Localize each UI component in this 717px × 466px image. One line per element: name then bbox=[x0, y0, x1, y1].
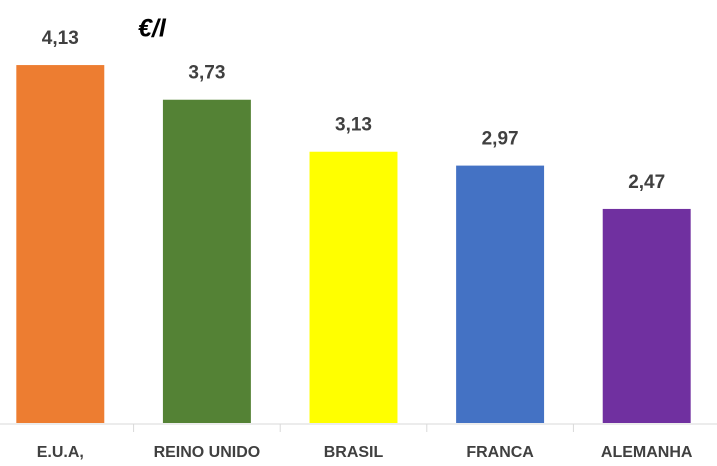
value-label: 2,97 bbox=[482, 129, 519, 150]
value-label: 2,47 bbox=[628, 172, 665, 193]
x-tick-label: E.U.A, bbox=[37, 444, 84, 461]
bar bbox=[309, 151, 398, 423]
x-tick-label: BRASIL bbox=[324, 444, 384, 461]
x-tick-label: FRANCA bbox=[466, 444, 534, 461]
bar bbox=[456, 165, 545, 423]
x-tick-label: REINO UNIDO bbox=[154, 444, 261, 461]
value-label: 3,73 bbox=[188, 63, 225, 84]
value-label: 4,13 bbox=[42, 28, 79, 49]
x-tick-label: ALEMANHA bbox=[601, 444, 693, 461]
value-label: 3,13 bbox=[335, 115, 372, 136]
bar bbox=[16, 65, 105, 424]
unit-label: €/l bbox=[138, 15, 167, 43]
bar bbox=[162, 99, 251, 423]
bar bbox=[602, 208, 691, 423]
